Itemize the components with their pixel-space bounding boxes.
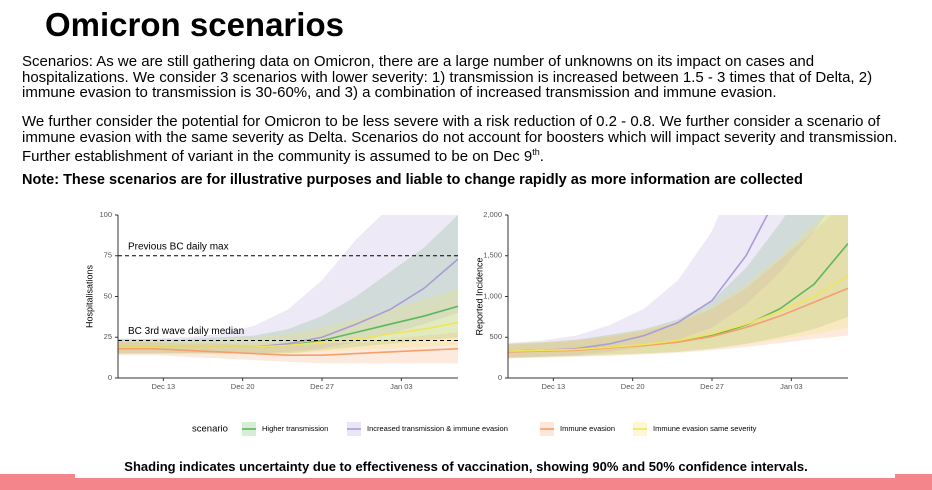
y-tick-label: 1,000 [483,291,502,300]
paragraph: We further consider the potential for Om… [22,114,917,165]
legend-label: Higher transmission [262,424,328,433]
y-tick-label: 100 [99,210,112,219]
x-tick-label: Dec 13 [541,382,565,391]
period: . [539,148,544,165]
y-tick-label: 2,000 [483,210,502,219]
x-tick-label: Dec 27 [700,382,724,391]
y-tick-label: 1,500 [483,251,502,260]
paragraph: Scenarios: As we are still gathering dat… [22,53,873,101]
note: Note: These scenarios are for illustrati… [22,172,803,188]
median-line [508,275,848,352]
annotation: Previous BC daily max [128,241,229,252]
uncertainty-band [118,332,458,364]
x-tick-label: Dec 27 [310,382,334,391]
x-tick-label: Dec 20 [231,382,255,391]
footer: Shading indicates uncertainty due to eff… [124,459,808,474]
legend-label: Immune evasion [560,424,615,433]
uncertainty-band [118,215,458,354]
y-tick-label: 25 [104,332,112,341]
y-tick-label: 0 [108,373,112,382]
uncertainty-band [508,215,826,358]
uncertainty-band [118,215,458,354]
uncertainty-band [118,288,458,354]
x-tick-label: Jan 03 [780,382,803,391]
y-tick-label: 0 [498,373,502,382]
y-axis-label: Hospitalisations [84,264,94,328]
legend-label: Immune evasion same severity [653,424,757,433]
paragraph-text: We further consider the potential for Om… [22,113,898,165]
slide-title: Omicron scenarios [45,6,344,43]
y-tick-label: 500 [489,332,502,341]
median-line [118,321,458,348]
superscript: th [532,147,540,157]
footer-background [75,452,895,478]
median-line [508,287,848,353]
x-tick-label: Jan 03 [390,382,413,391]
annotation: BC 3rd wave daily median [128,326,244,337]
median-line [118,347,458,356]
y-tick-label: 50 [104,291,112,300]
x-tick-label: Dec 20 [621,382,645,391]
legend-label: Increased transmission & immune evasion [367,424,508,433]
plot-area [508,215,848,359]
y-tick-label: 75 [104,251,112,260]
y-axis-label: Reported Incidence [474,257,484,335]
legend-title: scenario [192,424,228,435]
x-tick-label: Dec 13 [151,382,175,391]
plot-area [118,215,458,364]
